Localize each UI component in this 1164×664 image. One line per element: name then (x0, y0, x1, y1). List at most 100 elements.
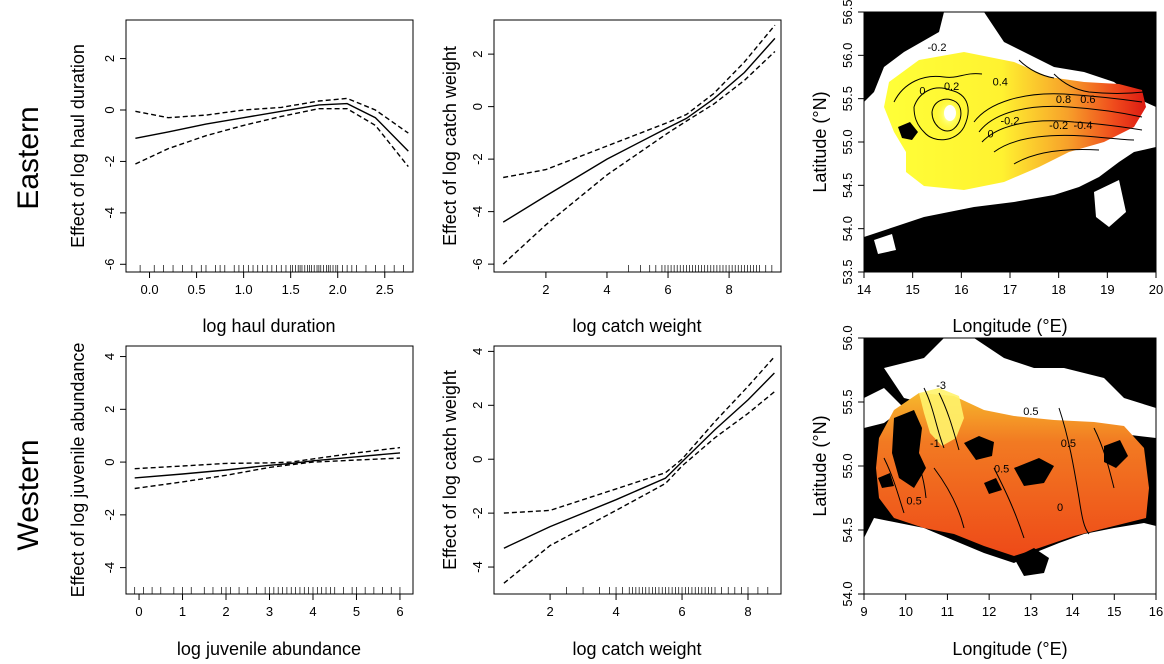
plot-frame (125, 19, 414, 273)
smooth-lines (503, 356, 775, 584)
x-tick-label: 12 (982, 604, 996, 619)
contour-label: 0.6 (1080, 94, 1095, 106)
x-tick-label: 6 (396, 604, 403, 619)
fitted-smooth-line (135, 102, 409, 152)
x-tick-label: 0 (135, 604, 142, 619)
y-axis: -4 -2 0 2 4 (102, 353, 126, 573)
rug-marks (134, 587, 401, 594)
contour-label: 0.8 (1056, 94, 1071, 106)
confidence-band-lower (502, 50, 776, 265)
sea-west (864, 388, 904, 428)
x-tick-label: 6 (678, 604, 685, 619)
x-tick-label: 6 (664, 282, 671, 297)
contour-label: 0 (919, 85, 925, 97)
fitted-smooth-line (502, 37, 776, 223)
x-tick-label: 10 (898, 604, 912, 619)
land-north (864, 12, 944, 102)
sea-lagoon (874, 234, 896, 254)
y-axis-title: Latitude (°N) (810, 91, 830, 192)
rugen (1014, 548, 1049, 576)
x-tick-label: 18 (1051, 282, 1065, 297)
y-tick-label: 0 (470, 456, 485, 463)
contours (883, 387, 1115, 539)
x-tick-label: 20 (1149, 282, 1163, 297)
island-funen (964, 436, 994, 460)
x-tick-label: 11 (941, 604, 955, 619)
x-tick-label: 2 (546, 604, 553, 619)
panel-catch-weight-eastern: 2 4 6 8 -6 -4 -2 0 2 log catch weight Effect of… (440, 19, 782, 336)
y-tick-label: 2 (102, 55, 117, 62)
smooth-lines (134, 446, 401, 490)
x-axis-title: log haul duration (202, 316, 335, 336)
model-surface (884, 52, 1146, 190)
contours (893, 59, 1145, 165)
confidence-band-lower (134, 457, 401, 490)
x-tick-label: 13 (1024, 604, 1038, 619)
x-tick-label: 16 (954, 282, 968, 297)
island-bornholm (1104, 440, 1128, 468)
y-tick-label: -6 (102, 259, 117, 271)
x-tick-label: 4 (309, 604, 316, 619)
plot-frame (125, 345, 414, 595)
y-tick-label: 55.5 (840, 86, 855, 111)
rug-marks (139, 265, 404, 272)
panel-juvenile-abundance: 0 1 2 3 4 5 6 -4 -2 0 2 4 log juvenile abundance E… (68, 343, 414, 659)
contour-label: 0 (1057, 502, 1063, 514)
contour-label: -0.2 (928, 42, 947, 54)
rug-marks (566, 587, 769, 594)
x-tick-label: 15 (1107, 604, 1121, 619)
x-tick-label: 9 (860, 604, 867, 619)
smooth-lines (135, 97, 409, 168)
y-tick-label: -2 (102, 156, 117, 168)
x-tick-label: 2 (222, 604, 229, 619)
contour-label: 0 (987, 129, 993, 141)
contour-label: 0.4 (993, 77, 1008, 89)
contour-label: 0.5 (994, 463, 1009, 475)
x-axis-title: log catch weight (572, 316, 701, 336)
x-tick-label: 0.0 (140, 282, 158, 297)
y-axis: -4 -2 0 2 4 (470, 348, 494, 573)
confidence-band-upper (135, 97, 409, 134)
island-zealand (892, 410, 926, 488)
y-axis: -6 -4 -2 0 2 (470, 51, 494, 270)
y-tick-label: 56.0 (840, 43, 855, 68)
white-spot (944, 105, 956, 121)
y-axis: 54.0 54.5 55.0 55.5 56.0 (840, 325, 864, 607)
panel-map-western: -3 -1 0.5 0.5 0.5 0.5 0.5 0 9 10 11 12 13 14 15 16 54.… (810, 325, 1163, 659)
contour-label: 0.5 (896, 451, 911, 463)
x-tick-label: 3 (266, 604, 273, 619)
y-tick-label: 54.0 (840, 581, 855, 606)
y-tick-label: 0 (102, 106, 117, 113)
y-axis-title: Effect of log juvenile abundance (68, 343, 88, 598)
y-tick-label: 54.5 (840, 517, 855, 542)
contour-label: -0.2 (1001, 116, 1020, 128)
x-tick-label: 16 (1149, 604, 1163, 619)
y-tick-label: 2 (102, 406, 117, 413)
contour-label: 0.2 (944, 81, 959, 93)
y-axis-title: Effect of log catch weight (440, 370, 460, 570)
y-tick-label: 53.5 (840, 259, 855, 284)
fitted-smooth-line (503, 372, 775, 549)
confidence-band-upper (134, 446, 401, 470)
x-tick-label: 14 (1065, 604, 1079, 619)
y-axis-title: Effect of log haul duration (68, 44, 88, 248)
x-tick-label: 0.5 (188, 282, 206, 297)
confidence-band-upper (503, 24, 776, 179)
island-small-2 (878, 473, 894, 488)
y-tick-label: 55.0 (840, 129, 855, 154)
x-axis-title: Longitude (°E) (952, 639, 1067, 659)
island-lolland (1014, 458, 1054, 486)
sea-kattegat (884, 338, 1156, 438)
island-small-1 (984, 478, 1002, 494)
y-tick-label: -4 (102, 207, 117, 219)
y-tick-label: -4 (470, 206, 485, 218)
plot-frame (493, 345, 782, 595)
y-tick-label: 4 (102, 353, 117, 360)
panel-haul-duration: 0.0 0.5 1.0 1.5 2.0 2.5 -6 -4 -2 0 2 log haul dur… (68, 19, 414, 336)
panel-catch-weight-western: 2 4 6 8 -4 -2 0 2 4 log catch weight Effect of … (440, 345, 782, 659)
y-tick-label: -2 (102, 509, 117, 521)
confidence-band-lower (135, 107, 409, 168)
x-axis: 0 1 2 3 4 5 6 (135, 594, 404, 619)
x-tick-label: 4 (603, 282, 610, 297)
x-axis-title: log juvenile abundance (177, 639, 361, 659)
